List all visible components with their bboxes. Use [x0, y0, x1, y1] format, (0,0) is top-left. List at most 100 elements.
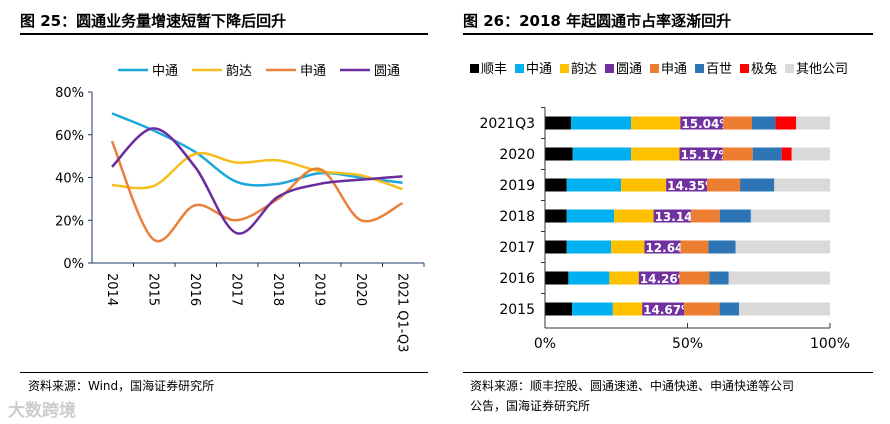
- watermark: 大数跨境: [8, 401, 76, 421]
- bar-segment-韵达: [609, 271, 639, 285]
- category-label: 2018: [499, 209, 535, 225]
- left-chart-title: 图 25：圆通业务量增速短暂下降后回升: [20, 12, 287, 30]
- y-tick-label: 20%: [55, 214, 84, 229]
- category-label: 2015: [499, 302, 535, 318]
- x-tick-label: 2019: [312, 273, 327, 306]
- bar-segment-顺丰: [545, 178, 567, 192]
- legend-label: 申通: [300, 64, 326, 79]
- bar-segment-顺丰: [545, 116, 571, 130]
- legend-label: 极兔: [751, 62, 777, 77]
- category-label: 2019: [499, 178, 535, 194]
- legend-swatch: [785, 64, 794, 73]
- legend-label: 其他公司: [796, 62, 848, 77]
- x-tick-label: 0%: [534, 336, 556, 352]
- bar-segment-圆通: [679, 147, 723, 161]
- bar-segment-百世: [708, 240, 736, 254]
- divider: [463, 372, 873, 373]
- legend-label: 申通: [661, 62, 687, 77]
- bar-segment-申通: [679, 271, 710, 285]
- category-label: 2021Q3: [479, 116, 535, 132]
- legend-swatch: [470, 64, 479, 73]
- bar-segment-其他公司: [738, 302, 830, 316]
- x-tick-label: 2016: [187, 273, 202, 306]
- bar-segment-顺丰: [545, 302, 573, 316]
- bar-segment-中通: [568, 271, 610, 285]
- bar-segment-顺丰: [545, 209, 567, 223]
- bar-segment-其他公司: [735, 240, 830, 254]
- bar-segment-圆通: [642, 302, 684, 316]
- bar-segment-中通: [566, 178, 622, 192]
- bar-segment-中通: [566, 240, 612, 254]
- legend-label: 中通: [152, 64, 178, 79]
- right-source-1: 资料来源：顺丰控股、圆通速递、中通快递、申通快递等公司: [470, 379, 795, 393]
- bar-segment-圆通: [644, 240, 681, 254]
- legend-label: 韵达: [226, 64, 252, 79]
- bar-segment-申通: [723, 116, 753, 130]
- x-tick-label: 2015: [146, 273, 161, 306]
- bar-segment-申通: [680, 240, 709, 254]
- legend-swatch: [605, 64, 614, 73]
- legend-swatch: [560, 64, 569, 73]
- legend-swatch: [695, 64, 704, 73]
- y-tick-label: 80%: [55, 86, 84, 101]
- x-tick-label: 2017: [229, 273, 244, 306]
- x-tick-label: 2014: [104, 273, 119, 306]
- bar-segment-韵达: [631, 116, 681, 130]
- x-tick-label: 2021 Q1-Q3: [395, 273, 410, 352]
- bar-segment-中通: [566, 209, 615, 223]
- data-label: 14.67%: [643, 303, 693, 317]
- legend-swatch: [650, 64, 659, 73]
- bar-segment-中通: [572, 147, 632, 161]
- series-line-申通: [110, 140, 404, 243]
- x-tick-label: 100%: [810, 336, 850, 352]
- bar-segment-中通: [572, 302, 613, 316]
- bar-segment-申通: [691, 209, 720, 223]
- series-line-中通: [111, 112, 403, 187]
- y-tick-label: 60%: [55, 129, 84, 144]
- bar-segment-百世: [719, 209, 751, 223]
- bar-segment-其他公司: [750, 209, 830, 223]
- legend-swatch: [740, 64, 749, 73]
- legend-label: 中通: [526, 62, 552, 77]
- bar-segment-其他公司: [796, 116, 830, 130]
- right-chart-title: 图 26：2018 年起圆通市占率逐渐回升: [463, 12, 732, 30]
- bar-segment-其他公司: [791, 147, 830, 161]
- divider: [20, 372, 428, 373]
- right-source-2: 公告，国海证券研究所: [470, 399, 591, 413]
- bar-segment-韵达: [631, 147, 680, 161]
- bar-segment-申通: [683, 302, 720, 316]
- bar-segment-顺丰: [545, 147, 573, 161]
- bar-segment-极兔: [781, 147, 792, 161]
- bar-segment-百世: [719, 302, 739, 316]
- bar-segment-中通: [570, 116, 632, 130]
- bar-segment-韵达: [612, 302, 643, 316]
- y-tick-label: 0%: [63, 257, 84, 272]
- category-label: 2017: [499, 240, 535, 256]
- data-label: 15.04%: [681, 117, 731, 131]
- legend-label: 百世: [706, 62, 732, 77]
- legend-label: 圆通: [374, 64, 400, 79]
- legend-label: 韵达: [571, 62, 597, 77]
- data-label: 14.35%: [667, 179, 717, 193]
- bar-segment-其他公司: [774, 178, 830, 192]
- bar-segment-百世: [752, 147, 782, 161]
- bar-segment-其他公司: [728, 271, 830, 285]
- x-tick-label: 2018: [270, 273, 285, 306]
- bar-segment-韵达: [611, 240, 645, 254]
- data-label: 15.17%: [681, 148, 731, 162]
- bar-segment-圆通: [638, 271, 680, 285]
- category-label: 2016: [499, 271, 535, 287]
- bar-segment-百世: [740, 178, 775, 192]
- bar-segment-百世: [709, 271, 729, 285]
- legend-swatch: [515, 64, 524, 73]
- data-label: 14.26%: [640, 272, 690, 286]
- bar-segment-韵达: [614, 209, 654, 223]
- legend-label: 圆通: [616, 62, 642, 77]
- bar-segment-顺丰: [545, 240, 567, 254]
- left-source: 资料来源：Wind，国海证券研究所: [28, 379, 215, 393]
- bar-segment-百世: [752, 116, 776, 130]
- bar-segment-申通: [707, 178, 741, 192]
- bar-segment-圆通: [653, 209, 692, 223]
- legend-label: 顺丰: [481, 62, 507, 77]
